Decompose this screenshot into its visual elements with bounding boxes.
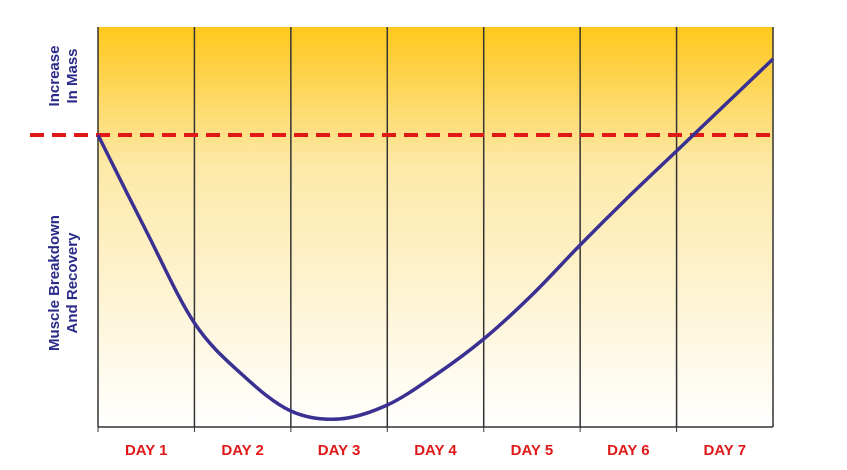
plot-background — [98, 27, 773, 427]
zone-label: Muscle Breakdown — [46, 215, 63, 351]
x-tick-label: DAY 7 — [704, 442, 747, 459]
x-tick-label: DAY 5 — [511, 442, 554, 459]
x-tick-label: DAY 1 — [125, 442, 168, 459]
x-tick-label: DAY 6 — [607, 442, 650, 459]
x-tick-label: DAY 3 — [318, 442, 361, 459]
zone-label: Increase — [46, 46, 63, 107]
zone-label: And Recovery — [64, 232, 81, 334]
zone-label: In Mass — [64, 48, 81, 103]
x-tick-label: DAY 2 — [221, 442, 264, 459]
x-tick-label: DAY 4 — [414, 442, 457, 459]
series-line — [96, 57, 775, 421]
